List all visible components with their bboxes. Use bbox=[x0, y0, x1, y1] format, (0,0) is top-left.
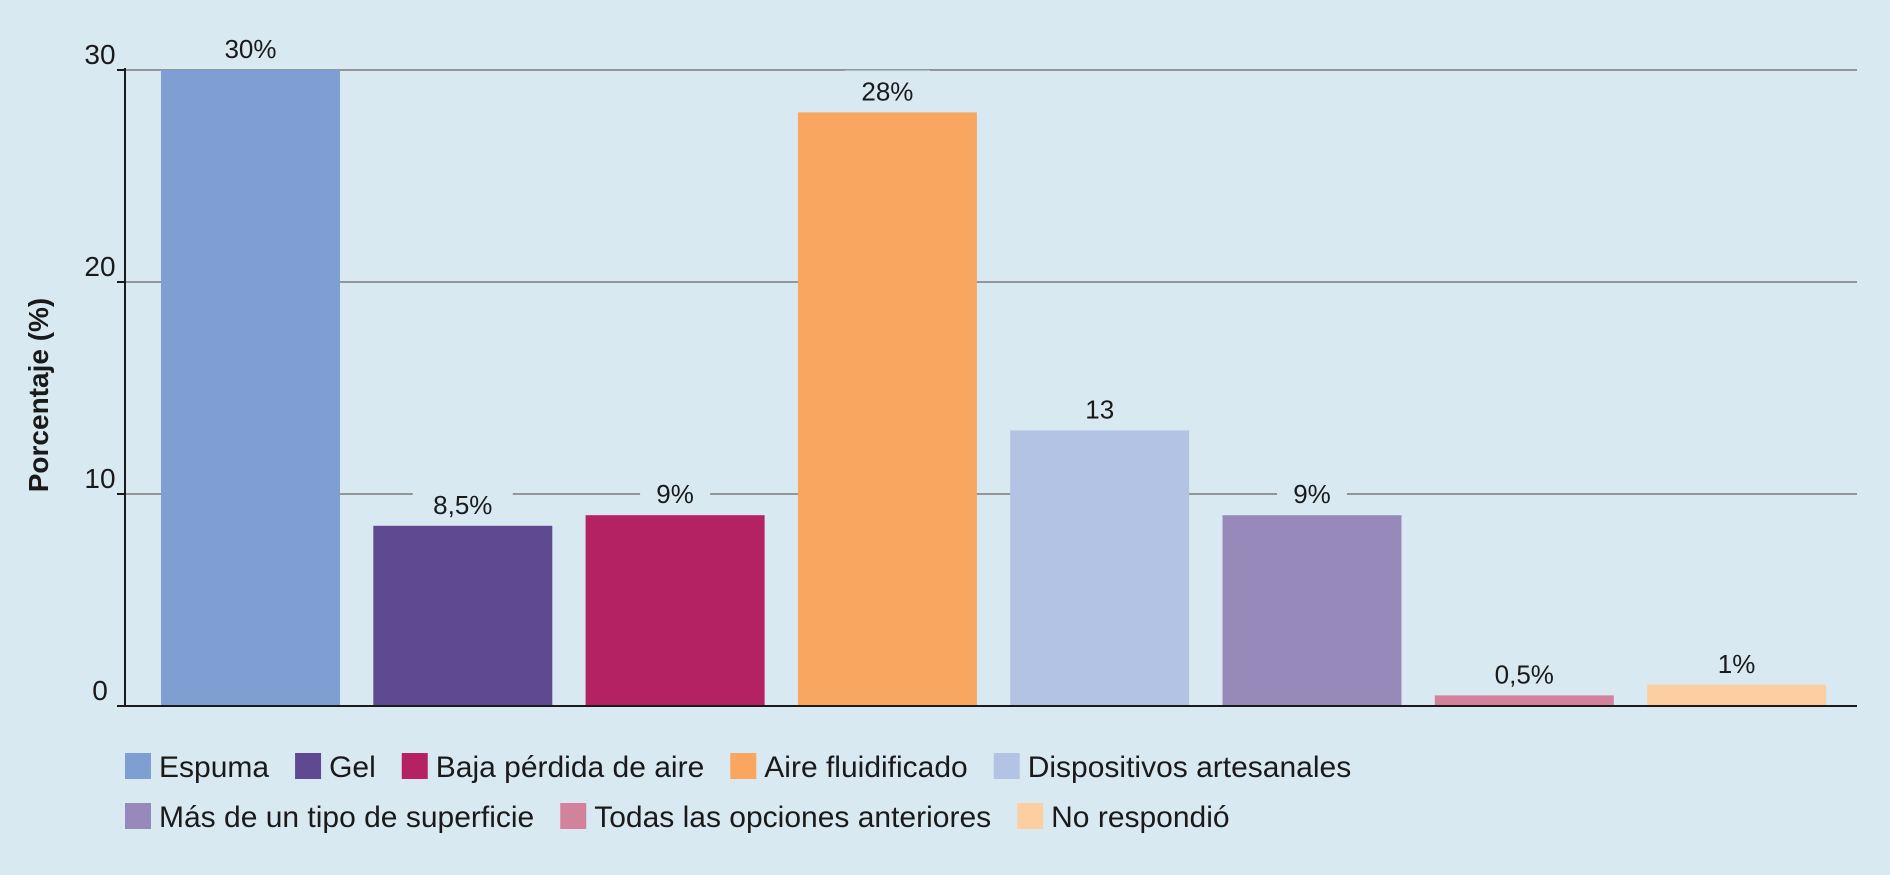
data-label: 0,5% bbox=[1495, 659, 1554, 689]
data-label: 9% bbox=[656, 479, 694, 509]
data-labels: 30% 8,5% 9% 28% 13 9% 0,5% 1% bbox=[208, 28, 1772, 692]
legend-label: Dispositivos artesanales bbox=[1028, 751, 1351, 784]
y-tick-label: 0 bbox=[92, 675, 108, 706]
legend-label: Gel bbox=[329, 751, 376, 784]
y-tick-label: 10 bbox=[84, 463, 115, 494]
legend-swatch bbox=[401, 753, 428, 779]
legend-swatch bbox=[125, 753, 151, 779]
y-tick-label: 30 bbox=[84, 39, 115, 70]
data-label-background bbox=[1701, 642, 1772, 681]
bar bbox=[1010, 430, 1190, 706]
legend-item: Gel bbox=[295, 751, 376, 784]
legend-item: Más de un tipo de superficie bbox=[125, 801, 534, 834]
bar bbox=[373, 525, 553, 706]
legend-swatch bbox=[1017, 803, 1044, 829]
legend-swatch bbox=[993, 753, 1020, 779]
bar bbox=[797, 112, 977, 706]
y-axis-label: Porcentaje (%) bbox=[23, 298, 54, 493]
legend-swatch bbox=[560, 803, 587, 829]
bar bbox=[1434, 695, 1614, 706]
data-label-background bbox=[1064, 388, 1135, 427]
data-label: 30% bbox=[224, 34, 276, 64]
data-label: 9% bbox=[1293, 479, 1331, 509]
data-label-background bbox=[1277, 473, 1347, 512]
bars bbox=[161, 70, 1827, 706]
legend: Espuma Gel Baja pérdida de aire Aire fluidi… bbox=[125, 751, 1351, 834]
legend-label: Baja pérdida de aire bbox=[436, 751, 705, 784]
legend-swatch bbox=[730, 753, 757, 779]
legend-item: No respondió bbox=[1017, 801, 1230, 834]
legend-swatch bbox=[125, 803, 151, 829]
bar bbox=[1647, 684, 1827, 706]
legend-swatch bbox=[295, 753, 322, 779]
data-label: 1% bbox=[1718, 649, 1756, 679]
gridlines bbox=[125, 69, 1857, 495]
y-tick-label: 20 bbox=[84, 251, 115, 282]
data-label-background bbox=[208, 28, 293, 66]
legend-item: Espuma bbox=[125, 751, 269, 784]
axes: Porcentaje (%) bbox=[23, 68, 1857, 707]
data-label: 28% bbox=[861, 76, 913, 106]
legend-label: Espuma bbox=[159, 751, 269, 784]
bar bbox=[585, 515, 765, 706]
legend-label: Aire fluidificado bbox=[764, 751, 967, 784]
data-label-background bbox=[1474, 653, 1575, 692]
legend-label: Todas las opciones anteriores bbox=[594, 801, 991, 834]
data-label-background bbox=[844, 70, 930, 109]
bar bbox=[161, 70, 340, 706]
data-label-background bbox=[412, 483, 513, 522]
data-label: 13 bbox=[1085, 394, 1114, 424]
y-tick-labels: 0 10 20 30 bbox=[84, 39, 115, 706]
bar bbox=[1222, 515, 1402, 706]
data-label: 8,5% bbox=[433, 490, 492, 520]
legend-label: No respondió bbox=[1051, 801, 1229, 834]
legend-label: Más de un tipo de superficie bbox=[159, 801, 534, 834]
legend-item: Todas las opciones anteriores bbox=[560, 801, 991, 834]
legend-item: Aire fluidificado bbox=[730, 751, 968, 784]
data-label-background bbox=[640, 473, 711, 512]
legend-item: Baja pérdida de aire bbox=[401, 751, 705, 784]
legend-item: Dispositivos artesanales bbox=[993, 751, 1351, 784]
